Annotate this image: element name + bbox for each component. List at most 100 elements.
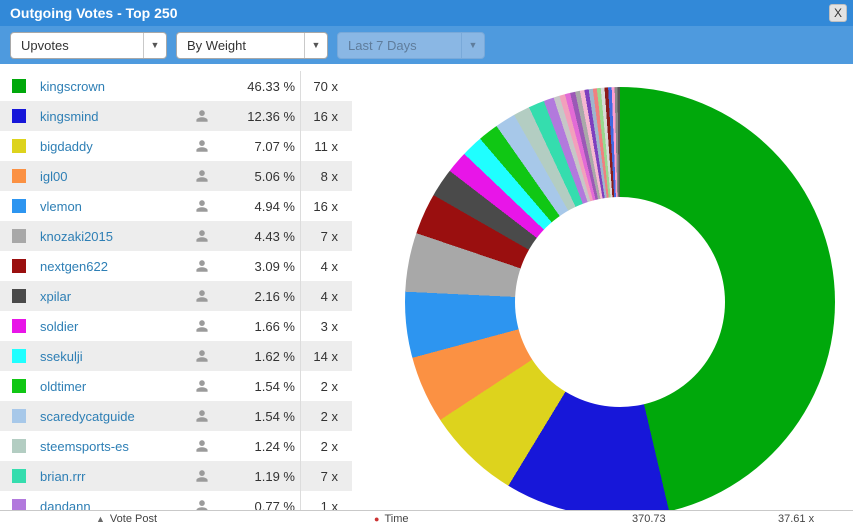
- user-icon[interactable]: [195, 139, 211, 153]
- filter-toolbar: Upvotes ▼ By Weight ▼ Last 7 Days ▼: [0, 26, 853, 64]
- chevron-down-icon: ▼: [304, 32, 327, 58]
- user-icon[interactable]: [195, 289, 211, 303]
- table-row: vlemon 4.94 % 16 x: [0, 191, 352, 221]
- percent-value: 12.36 %: [247, 108, 295, 124]
- table-row: scaredycatguide 1.54 % 2 x: [0, 401, 352, 431]
- percent-value: 1.24 %: [254, 438, 295, 454]
- color-swatch: [12, 319, 26, 333]
- time-range-select[interactable]: Last 7 Days ▼: [337, 31, 485, 59]
- table-row: kingsmind 12.36 % 16 x: [0, 101, 352, 131]
- modal-titlebar[interactable]: Outgoing Votes - Top 250 X: [0, 0, 853, 26]
- footer-bar: ▲ Vote Post ● Time 370.73 37.61 x: [0, 510, 853, 522]
- count-value: 16 x: [300, 101, 352, 131]
- username-link[interactable]: vlemon: [40, 198, 82, 214]
- count-value: 7 x: [300, 221, 352, 251]
- donut-hole: [515, 197, 725, 407]
- table-row: bigdaddy 7.07 % 11 x: [0, 131, 352, 161]
- donut-chart[interactable]: [405, 87, 835, 517]
- user-list[interactable]: kingscrown 46.33 % 70 x kingsmind 12.36 …: [0, 71, 352, 521]
- color-swatch: [12, 379, 26, 393]
- color-swatch: [12, 499, 26, 513]
- username-link[interactable]: oldtimer: [40, 378, 87, 394]
- color-swatch: [12, 439, 26, 453]
- percent-value: 1.54 %: [254, 378, 295, 394]
- footer-count-value: 37.61 x: [778, 513, 815, 522]
- user-icon[interactable]: [195, 439, 211, 453]
- chevron-down-icon: ▼: [143, 32, 166, 58]
- table-row: kingscrown 46.33 % 70 x: [0, 71, 352, 101]
- username-link[interactable]: dandann: [40, 498, 91, 514]
- count-value: 11 x: [300, 131, 352, 161]
- count-value: 4 x: [300, 251, 352, 281]
- username-link[interactable]: steemsports-es: [40, 438, 129, 454]
- username-link[interactable]: scaredycatguide: [40, 408, 135, 424]
- username-link[interactable]: xpilar: [40, 288, 72, 304]
- color-swatch: [12, 169, 26, 183]
- user-icon[interactable]: [195, 229, 211, 243]
- chevron-down-icon: ▼: [461, 32, 484, 58]
- table-row: xpilar 2.16 % 4 x: [0, 281, 352, 311]
- percent-value: 3.09 %: [254, 258, 295, 274]
- footer-sum-value: 370.73: [632, 513, 666, 522]
- footer-time[interactable]: ● Time: [374, 513, 409, 522]
- count-value: 16 x: [300, 191, 352, 221]
- table-row: ssekulji 1.62 % 14 x: [0, 341, 352, 371]
- count-value: 14 x: [300, 341, 352, 371]
- percent-value: 2.16 %: [254, 288, 295, 304]
- table-row: brian.rrr 1.19 % 7 x: [0, 461, 352, 491]
- username-link[interactable]: kingscrown: [40, 78, 106, 94]
- chart-area: [352, 64, 853, 522]
- clock-icon: ●: [374, 514, 380, 522]
- count-value: 3 x: [300, 311, 352, 341]
- table-row: igl00 5.06 % 8 x: [0, 161, 352, 191]
- count-value: 70 x: [300, 71, 352, 101]
- user-icon[interactable]: [195, 259, 211, 273]
- count-value: 4 x: [300, 281, 352, 311]
- user-icon[interactable]: [195, 109, 211, 123]
- user-icon[interactable]: [195, 379, 211, 393]
- color-swatch: [12, 139, 26, 153]
- color-swatch: [12, 109, 26, 123]
- percent-value: 7.07 %: [254, 138, 295, 154]
- vote-icon: ▲: [96, 514, 105, 522]
- color-swatch: [12, 349, 26, 363]
- user-icon[interactable]: [195, 349, 211, 363]
- sort-mode-select[interactable]: By Weight ▼: [176, 31, 328, 59]
- username-link[interactable]: brian.rrr: [40, 468, 86, 484]
- table-row: knozaki2015 4.43 % 7 x: [0, 221, 352, 251]
- user-icon[interactable]: [195, 499, 211, 513]
- username-link[interactable]: bigdaddy: [40, 138, 93, 154]
- table-row: oldtimer 1.54 % 2 x: [0, 371, 352, 401]
- username-link[interactable]: ssekulji: [40, 348, 83, 364]
- time-range-value: Last 7 Days: [348, 37, 417, 53]
- color-swatch: [12, 289, 26, 303]
- count-value: 1 x: [300, 491, 352, 521]
- username-link[interactable]: soldier: [40, 318, 79, 334]
- percent-value: 1.19 %: [254, 468, 295, 484]
- percent-value: 46.33 %: [247, 78, 295, 94]
- user-icon[interactable]: [195, 469, 211, 483]
- username-link[interactable]: igl00: [40, 168, 68, 184]
- username-link[interactable]: knozaki2015: [40, 228, 113, 244]
- count-value: 2 x: [300, 431, 352, 461]
- user-icon[interactable]: [195, 199, 211, 213]
- user-icon[interactable]: [195, 319, 211, 333]
- close-button[interactable]: X: [829, 4, 847, 22]
- user-icon[interactable]: [195, 169, 211, 183]
- modal-content: kingscrown 46.33 % 70 x kingsmind 12.36 …: [0, 64, 853, 522]
- count-value: 8 x: [300, 161, 352, 191]
- sort-mode-value: By Weight: [187, 37, 247, 53]
- color-swatch: [12, 409, 26, 423]
- count-value: 7 x: [300, 461, 352, 491]
- username-link[interactable]: kingsmind: [40, 108, 99, 124]
- modal-title: Outgoing Votes - Top 250: [10, 5, 178, 21]
- percent-value: 1.66 %: [254, 318, 295, 334]
- username-link[interactable]: nextgen622: [40, 258, 108, 274]
- user-icon[interactable]: [195, 409, 211, 423]
- color-swatch: [12, 259, 26, 273]
- table-row: nextgen622 3.09 % 4 x: [0, 251, 352, 281]
- footer-vote-post[interactable]: ▲ Vote Post: [96, 513, 158, 522]
- table-row: steemsports-es 1.24 % 2 x: [0, 431, 352, 461]
- color-swatch: [12, 229, 26, 243]
- vote-type-select[interactable]: Upvotes ▼: [10, 31, 167, 59]
